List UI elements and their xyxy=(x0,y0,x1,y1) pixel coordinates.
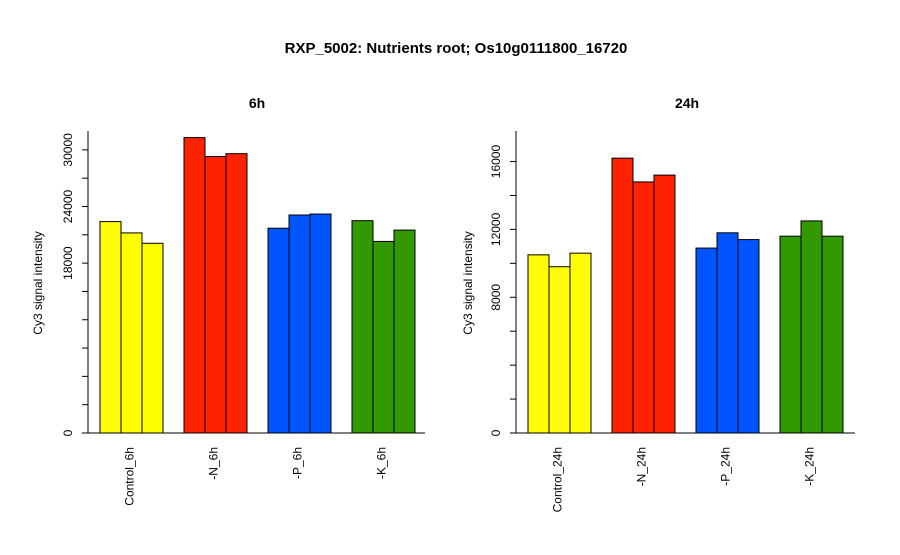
bar xyxy=(611,157,634,434)
bar xyxy=(548,266,571,434)
x-tick-label: -N_6h xyxy=(207,447,221,480)
bar xyxy=(653,174,676,434)
bar xyxy=(716,232,739,434)
panel-6h: 6h Cy3 signal intensity Control_6h -N_6h -… xyxy=(31,95,425,506)
bar xyxy=(141,242,164,434)
y-axis-label: Cy3 signal intensity xyxy=(461,231,475,334)
bar xyxy=(527,254,550,434)
panel-24h: 24h Cy3 signal intensity Control_24h -N_2… xyxy=(461,95,855,512)
bar xyxy=(99,221,122,434)
y-tick-label: 24000 xyxy=(61,189,75,223)
bar xyxy=(800,220,823,434)
bars-layer xyxy=(527,157,844,434)
x-tick-label: -K_24h xyxy=(803,447,817,486)
bar xyxy=(267,227,290,434)
bar xyxy=(120,232,143,434)
bar xyxy=(779,235,802,434)
y-tick-label: 16000 xyxy=(489,145,503,179)
panel-title: 24h xyxy=(675,95,699,111)
x-tick-label: -N_24h xyxy=(635,447,649,486)
bar xyxy=(569,252,592,434)
axes-layer: Control_24h -N_24h -P_24h -K_24h 0 8000 12000 1… xyxy=(489,131,855,512)
bar xyxy=(372,240,395,434)
x-tick-label: Control_6h xyxy=(123,447,137,506)
y-tick-label: 8000 xyxy=(489,284,503,311)
bar xyxy=(351,220,374,434)
bar xyxy=(632,181,655,434)
y-tick-label: 12000 xyxy=(489,212,503,246)
bar xyxy=(821,235,844,434)
x-tick-label: -P_6h xyxy=(291,447,305,479)
bar xyxy=(288,214,311,434)
y-axis-label: Cy3 signal intensity xyxy=(31,231,45,334)
bar xyxy=(393,229,416,434)
bars-layer xyxy=(99,137,416,434)
bar xyxy=(309,213,332,434)
bar xyxy=(204,155,227,434)
figure-title: RXP_5002: Nutrients root; Os10g0111800_1… xyxy=(285,40,628,57)
y-tick-label: 30000 xyxy=(61,133,75,167)
y-tick-label: 0 xyxy=(61,429,75,436)
y-tick-label: 0 xyxy=(489,429,503,436)
bar xyxy=(695,247,718,434)
panel-title: 6h xyxy=(249,95,265,111)
bar xyxy=(737,239,760,434)
y-tick-label: 18000 xyxy=(61,246,75,280)
x-tick-label: Control_24h xyxy=(551,447,565,512)
bar xyxy=(183,137,206,434)
x-tick-label: -K_6h xyxy=(375,447,389,479)
axes-layer: Control_6h -N_6h -P_6h -K_6h 0 18000 24000 3000… xyxy=(61,131,425,506)
bar xyxy=(225,153,248,434)
x-tick-label: -P_24h xyxy=(719,447,733,486)
